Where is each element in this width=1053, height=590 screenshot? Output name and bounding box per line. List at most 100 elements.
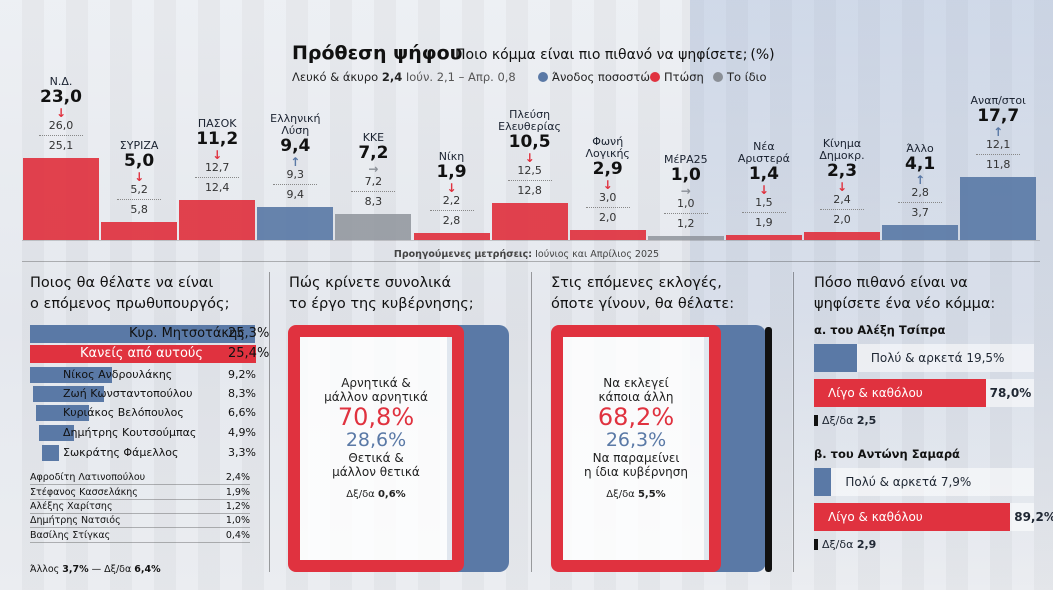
june-value: 12,7 <box>204 161 230 175</box>
np-pos-value: 7,9% <box>940 475 972 489</box>
trend-arrow-icon: ↓ <box>758 183 769 198</box>
pm-footer-a: Άλλος <box>30 564 60 575</box>
june-value: 2,4 <box>833 192 851 206</box>
gov-title: Πώς κρίνετε συνολικά το έργο της κυβέρνησ… <box>289 273 474 315</box>
elect-same-label: Να παραμείνει η ίδια κυβέρνηση <box>563 451 709 479</box>
pm-candidate-name: Ζωή Κωνσταντοπούλου <box>63 387 193 400</box>
party-name-line: Δημοκρ. <box>819 148 865 162</box>
pm-row-0: Κυρ. Μητσοτάκης 25,3% <box>30 325 269 343</box>
section-divider <box>22 261 1040 262</box>
blank-value: 2,4 <box>381 70 403 84</box>
elect-other-label: Να εκλεγεί κάποια άλλη <box>563 376 709 404</box>
party-name-line: Ελληνική <box>270 111 321 125</box>
bar-label-2: ΠΑΣΟΚ 11,2 ↓ 12,7 12,4 <box>179 118 255 194</box>
bar-label-6: Πλεύση Ελευθερίας 10,5 ↓ 12,5 12,8 <box>492 107 568 197</box>
pm-small-name: Στέφανος Κασσελάκης <box>30 487 138 498</box>
party-name: Άλλο <box>882 143 958 155</box>
party-value: 4,1 <box>905 154 936 175</box>
pm-row-1: Κανείς από αυτούς 25,4% <box>30 345 269 363</box>
party-name-line: Πλεύση <box>509 107 551 121</box>
party-name-line: ΠΑΣΟΚ <box>197 117 237 131</box>
party-name-line: ΣΥΡΙΖΑ <box>119 139 159 153</box>
legend-same-label: Το ίδιο <box>727 70 767 84</box>
np-pos-label: Πολύ & αρκετά 7,9% <box>845 475 971 489</box>
np-title-l1: Πόσο πιθανό είναι να <box>814 275 968 291</box>
gov-neg-l2: μάλλον αρνητικά <box>324 390 428 404</box>
gov-title-l1: Πώς κρίνετε συνολικά <box>289 275 452 291</box>
bar-label-7: Φωνή Λογικής 2,9 ↓ 3,0 2,0 <box>570 135 646 224</box>
june-value: 12,5 <box>517 163 542 177</box>
np-pos-text: Πολύ & αρκετά <box>845 475 941 489</box>
june-value: 2,2 <box>442 194 461 208</box>
dotted-separator <box>429 210 474 212</box>
np-pos-text: Πολύ & αρκετά <box>870 351 967 365</box>
april-value: 3,7 <box>911 206 929 220</box>
dotted-separator <box>117 199 162 201</box>
pm-candidate-value: 25,4% <box>228 346 270 361</box>
divider-1 <box>269 272 270 572</box>
pm-footer: Άλλος 3,7% — Δξ/δα 6,4% <box>30 564 250 575</box>
trend-arrow-icon: ↑ <box>915 173 926 188</box>
june-value: 9,3 <box>286 167 305 181</box>
pm-row-3: Ζωή Κωνσταντοπούλου 8,3% <box>30 386 256 402</box>
gov-dk-label: Δξ/δα <box>346 489 375 500</box>
gov-pos-value: 28,6% <box>345 429 407 451</box>
bar-3 <box>257 206 334 240</box>
chart-subtitle: Ποιο κόμμα είναι πιο πιθανό να ψηφίσετε;… <box>455 47 775 63</box>
elect-same-l2: η ίδια κυβέρνηση <box>584 465 688 479</box>
pm-row-6: Σωκράτης Φάμελλος 3,3% <box>30 445 256 461</box>
np-pos-track <box>814 468 1034 496</box>
trend-arrow-icon: ↓ <box>602 177 613 192</box>
april-value: 11,8 <box>985 158 1011 172</box>
pm-small-value: 0,4% <box>225 530 250 541</box>
pm-candidate-name: Κανείς από αυτούς <box>80 346 204 361</box>
party-value: 2,9 <box>592 158 623 179</box>
party-name-line: Αναπ/στοι <box>970 94 1026 108</box>
bar-label-0: Ν.Δ. 23,0 ↓ 26,0 25,1 <box>23 76 99 152</box>
elect-dk-value: 5,5% <box>637 489 666 500</box>
pm-small-separator <box>30 527 250 528</box>
trend-arrow-icon: ↑ <box>290 154 301 169</box>
trend-arrow-icon: → <box>368 162 379 177</box>
pm-small-name: Δημήτρης Νατσιός <box>30 515 121 526</box>
np-neg-value: 78,0% <box>989 386 1032 400</box>
bar-label-10: Κίνημα Δημοκρ. 2,3 ↓ 2,4 2,0 <box>804 137 880 226</box>
june-value: 26,0 <box>48 119 74 133</box>
bar-label-8: ΜέΡΑ25 1,0 → 1,0 1,2 <box>648 154 724 230</box>
pm-small-value: 1,9% <box>225 487 250 498</box>
pm-small-separator <box>30 484 250 485</box>
pm-candidate-value: 8,3% <box>228 387 256 400</box>
bar-5 <box>413 233 490 240</box>
legend-down: Πτώση <box>650 70 704 84</box>
pm-small-row: Βασίλης Στίγκας 0,4% <box>30 530 250 541</box>
legend-dot-down <box>650 72 660 82</box>
april-value: 5,8 <box>130 203 148 217</box>
party-value: 17,7 <box>977 106 1020 127</box>
np-neg-bar <box>814 379 986 407</box>
party-name-line: Ν.Δ. <box>49 75 73 89</box>
april-value: 9,4 <box>286 187 305 201</box>
party-name: ΜέΡΑ25 <box>648 154 724 166</box>
pm-title: Ποιος θα θέλατε να είναι ο επόμενος πρωθυ… <box>30 273 229 315</box>
party-value: 5,0 <box>124 151 155 172</box>
party-name-line: ΜέΡΑ25 <box>664 153 708 167</box>
bar-9 <box>725 235 802 240</box>
np-title-l2: ψηφίσετε ένα νέο κόμμα: <box>814 296 996 312</box>
trend-arrow-icon: → <box>680 184 691 199</box>
elect-other-frame <box>551 325 721 572</box>
party-name: Ελληνική Λύση <box>257 111 333 137</box>
bar-11 <box>882 225 959 240</box>
bar-label-1: ΣΥΡΙΖΑ 5,0 ↓ 5,2 5,8 <box>101 140 177 216</box>
party-name: ΚΚΕ <box>335 132 411 144</box>
june-value: 1,5 <box>755 196 773 210</box>
june-value: 7,2 <box>364 175 383 189</box>
elect-other-l1: Να εκλεγεί <box>603 376 669 390</box>
pm-small-row: Αλέξης Χαρίτσης 1,2% <box>30 501 250 512</box>
party-name-line: Αριστερά <box>737 152 790 166</box>
party-name: ΠΑΣΟΚ <box>179 118 255 130</box>
trend-arrow-icon: ↓ <box>836 179 848 194</box>
party-name: Νίκη <box>414 151 490 163</box>
divider-3 <box>793 272 794 572</box>
bar-1 <box>101 222 178 240</box>
divider-2 <box>531 272 532 572</box>
